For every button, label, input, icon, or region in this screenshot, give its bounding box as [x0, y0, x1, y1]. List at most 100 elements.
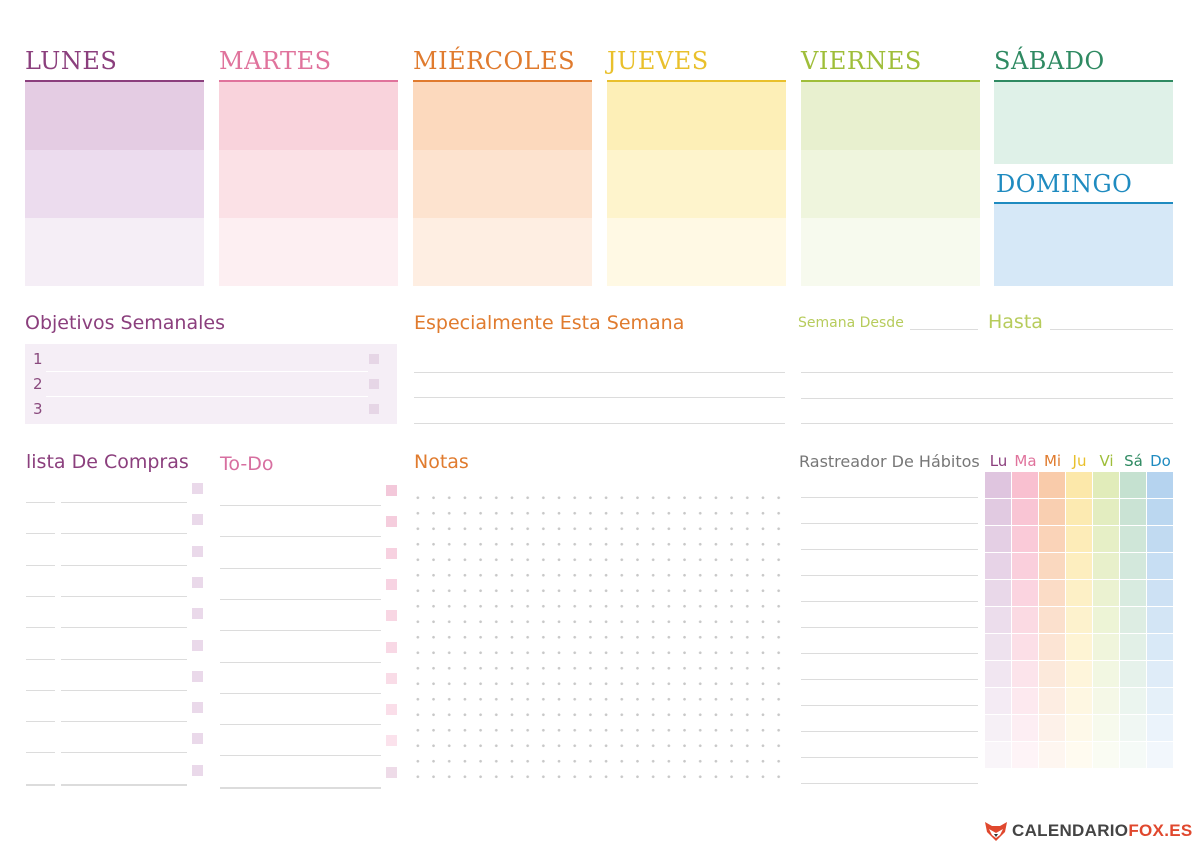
habito-cell[interactable] — [1012, 580, 1038, 606]
compras-checkbox[interactable] — [192, 670, 203, 682]
habito-cell[interactable] — [1039, 526, 1065, 552]
compras-qty-line[interactable] — [26, 564, 55, 566]
compras-item-line[interactable] — [61, 502, 187, 503]
todo-line[interactable] — [220, 724, 381, 726]
habito-cell[interactable] — [1093, 742, 1119, 768]
todo-line[interactable] — [220, 661, 381, 663]
habito-cell[interactable] — [985, 580, 1011, 606]
habito-line[interactable] — [801, 705, 978, 706]
todo-checkbox[interactable] — [386, 485, 397, 496]
compras-item-line[interactable] — [61, 721, 187, 723]
habito-cell[interactable] — [1039, 472, 1065, 498]
habito-cell[interactable] — [1093, 472, 1119, 498]
day-slot[interactable] — [607, 150, 786, 218]
semana-line[interactable] — [801, 423, 1173, 424]
day-slot[interactable] — [801, 218, 980, 286]
habito-line[interactable] — [801, 627, 978, 628]
day-slot[interactable] — [607, 218, 786, 286]
habito-cell[interactable] — [985, 499, 1011, 525]
habito-cell[interactable] — [1066, 580, 1092, 606]
habito-cell[interactable] — [1039, 742, 1065, 768]
day-slot[interactable] — [25, 150, 204, 218]
compras-item-line[interactable] — [61, 595, 187, 597]
compras-qty-line[interactable] — [26, 785, 55, 786]
compras-qty-line[interactable] — [26, 752, 55, 754]
habito-cell[interactable] — [1120, 553, 1146, 579]
habito-cell[interactable] — [1039, 661, 1065, 687]
habito-cell[interactable] — [1039, 634, 1065, 660]
habito-line[interactable] — [801, 653, 978, 654]
habito-cell[interactable] — [1093, 553, 1119, 579]
habito-cell[interactable] — [1066, 661, 1092, 687]
habito-cell[interactable] — [1066, 607, 1092, 633]
habito-line[interactable] — [801, 575, 978, 576]
habito-cell[interactable] — [985, 607, 1011, 633]
compras-checkbox[interactable] — [192, 576, 203, 588]
todo-checkbox[interactable] — [386, 735, 397, 747]
todo-line[interactable] — [220, 786, 381, 788]
habito-line[interactable] — [801, 757, 978, 758]
objetivo-line[interactable] — [46, 371, 368, 372]
habito-cell[interactable] — [1012, 499, 1038, 525]
compras-qty-line[interactable] — [26, 595, 55, 597]
habito-cell[interactable] — [1012, 634, 1038, 660]
todo-line[interactable] — [220, 788, 381, 789]
habito-cell[interactable] — [1147, 634, 1173, 660]
day-slot[interactable] — [25, 82, 204, 150]
todo-line[interactable] — [220, 692, 381, 694]
habito-cell[interactable] — [1039, 499, 1065, 525]
habito-cell[interactable] — [985, 688, 1011, 714]
habito-cell[interactable] — [1066, 715, 1092, 741]
objetivo-checkbox[interactable] — [369, 379, 379, 389]
objetivo-checkbox[interactable] — [369, 404, 379, 414]
habito-cell[interactable] — [1120, 580, 1146, 606]
compras-checkbox[interactable] — [192, 545, 203, 557]
compras-qty-line[interactable] — [26, 721, 55, 723]
compras-item-line[interactable] — [61, 564, 187, 566]
habito-cell[interactable] — [1147, 499, 1173, 525]
especialmente-line[interactable] — [414, 372, 785, 373]
habito-line[interactable] — [801, 497, 978, 498]
habito-line[interactable] — [801, 679, 978, 680]
todo-checkbox[interactable] — [386, 704, 397, 716]
habito-cell[interactable] — [1120, 742, 1146, 768]
habito-cell[interactable] — [1066, 472, 1092, 498]
habito-cell[interactable] — [1012, 472, 1038, 498]
habito-cell[interactable] — [1039, 580, 1065, 606]
compras-checkbox[interactable] — [192, 483, 203, 494]
habito-cell[interactable] — [1093, 607, 1119, 633]
compras-item-line[interactable] — [61, 689, 187, 691]
compras-qty-line[interactable] — [26, 689, 55, 691]
compras-checkbox[interactable] — [192, 733, 203, 745]
semana-line[interactable] — [801, 372, 1173, 373]
habito-cell[interactable] — [985, 715, 1011, 741]
todo-checkbox[interactable] — [386, 547, 397, 559]
todo-checkbox[interactable] — [386, 578, 397, 590]
habito-cell[interactable] — [985, 634, 1011, 660]
day-slot[interactable] — [413, 218, 592, 286]
habito-cell[interactable] — [1147, 526, 1173, 552]
habito-cell[interactable] — [1120, 472, 1146, 498]
todo-line[interactable] — [220, 505, 381, 506]
objetivo-checkbox[interactable] — [369, 354, 379, 364]
habito-cell[interactable] — [1120, 607, 1146, 633]
especialmente-line[interactable] — [414, 397, 785, 398]
todo-checkbox[interactable] — [386, 610, 397, 622]
day-slot[interactable] — [801, 82, 980, 150]
notas-dot-grid[interactable] — [410, 490, 788, 790]
semana-line[interactable] — [801, 398, 1173, 399]
habito-cell[interactable] — [1093, 715, 1119, 741]
habito-cell[interactable] — [1093, 499, 1119, 525]
habito-cell[interactable] — [1120, 634, 1146, 660]
habito-line[interactable] — [801, 601, 978, 602]
habito-cell[interactable] — [1012, 688, 1038, 714]
objetivo-line[interactable] — [46, 396, 368, 397]
habito-cell[interactable] — [985, 553, 1011, 579]
habito-cell[interactable] — [1093, 580, 1119, 606]
todo-line[interactable] — [220, 755, 381, 757]
habito-cell[interactable] — [1147, 607, 1173, 633]
day-slot[interactable] — [413, 150, 592, 218]
day-slot[interactable] — [219, 150, 398, 218]
habito-cell[interactable] — [1066, 526, 1092, 552]
habito-cell[interactable] — [1066, 499, 1092, 525]
